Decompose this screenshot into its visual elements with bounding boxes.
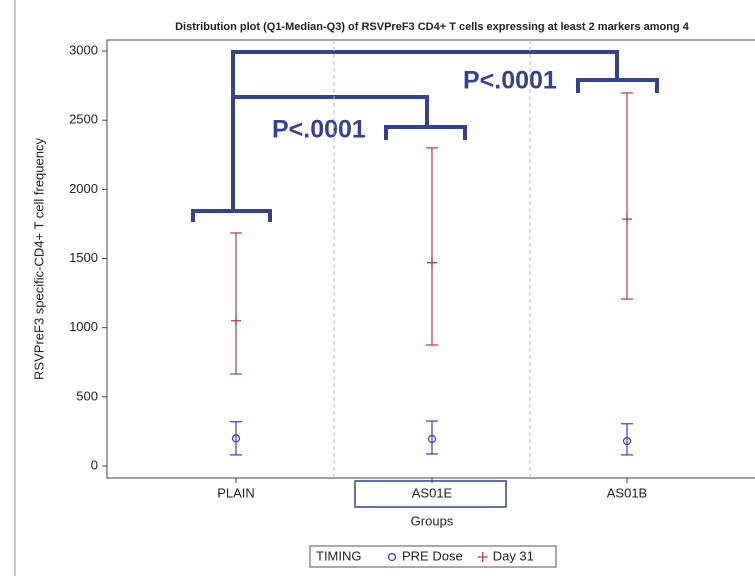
x-tick-label: PLAIN — [217, 485, 255, 500]
p-value: P<.0001 — [272, 116, 366, 144]
legend-marker — [477, 552, 488, 562]
legend-title: TIMING — [316, 548, 362, 563]
plot-frame — [106, 39, 755, 479]
median-marker — [622, 214, 632, 225]
significance-bracket — [191, 50, 659, 222]
median-marker — [622, 436, 632, 446]
legend-marker — [387, 552, 397, 562]
x-axis-label: Groups — [411, 513, 454, 528]
y-tick-label: 0 — [91, 457, 98, 472]
y-tick-label: 1000 — [69, 319, 98, 334]
legend-label: Day 31 — [493, 548, 534, 563]
p-value: P<.0001 — [463, 67, 557, 95]
highlight-box — [354, 480, 507, 508]
median-marker — [427, 434, 437, 444]
legend-box — [309, 545, 557, 568]
y-tick-label: 1500 — [69, 250, 98, 265]
median-marker — [231, 434, 241, 443]
brackets — [191, 50, 659, 222]
y-axis-label: RSVPreF3 specific-CD4+ T cell frequency — [31, 138, 46, 380]
x-tick-label: AS01E — [412, 485, 453, 500]
x-tick-label: AS01B — [607, 485, 647, 500]
y-tick-label: 2500 — [69, 112, 98, 127]
y-tick-label: 500 — [76, 388, 98, 403]
y-tick-label: 3000 — [69, 43, 98, 58]
median-marker — [231, 315, 241, 326]
median-marker — [427, 257, 437, 268]
chart-title: Distribution plot (Q1-Median-Q3) of RSVP… — [175, 21, 690, 33]
y-tick-label: 2000 — [69, 181, 98, 196]
legend-label: PRE Dose — [402, 548, 463, 563]
